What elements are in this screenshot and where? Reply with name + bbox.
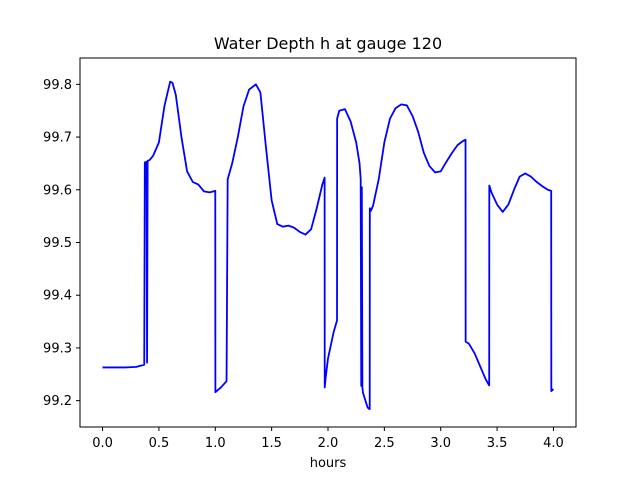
- x-tick-label: 1.5: [261, 436, 282, 451]
- x-tick-label: 2.0: [318, 436, 339, 451]
- x-tick-label: 0.5: [149, 436, 170, 451]
- x-tick-label: 0.0: [92, 436, 113, 451]
- x-axis: 0.0 0.5 1.0 1.5 2.0 2.5 3.0 3.5 4.0: [92, 427, 564, 451]
- y-tick-label: 99.2: [43, 394, 72, 409]
- y-tick-label: 99.4: [43, 289, 72, 304]
- y-tick-label: 99.8: [43, 78, 72, 93]
- y-tick-label: 99.6: [43, 183, 72, 198]
- y-tick-label: 99.3: [43, 341, 72, 356]
- x-tick-label: 2.5: [374, 436, 395, 451]
- x-tick-label: 3.5: [487, 436, 508, 451]
- y-tick-label: 99.5: [43, 236, 72, 251]
- y-axis: 99.2 99.3 99.4 99.5 99.6 99.7 99.8: [43, 78, 80, 409]
- chart-title: Water Depth h at gauge 120: [214, 34, 442, 53]
- y-tick-label: 99.7: [43, 131, 72, 146]
- plot-area-frame: [79, 57, 577, 428]
- series-line-water-depth: [102, 80, 555, 410]
- x-tick-label: 3.0: [430, 436, 451, 451]
- x-axis-label: hours: [310, 456, 347, 471]
- x-tick-label: 1.0: [205, 436, 226, 451]
- x-tick-label: 4.0: [543, 436, 564, 451]
